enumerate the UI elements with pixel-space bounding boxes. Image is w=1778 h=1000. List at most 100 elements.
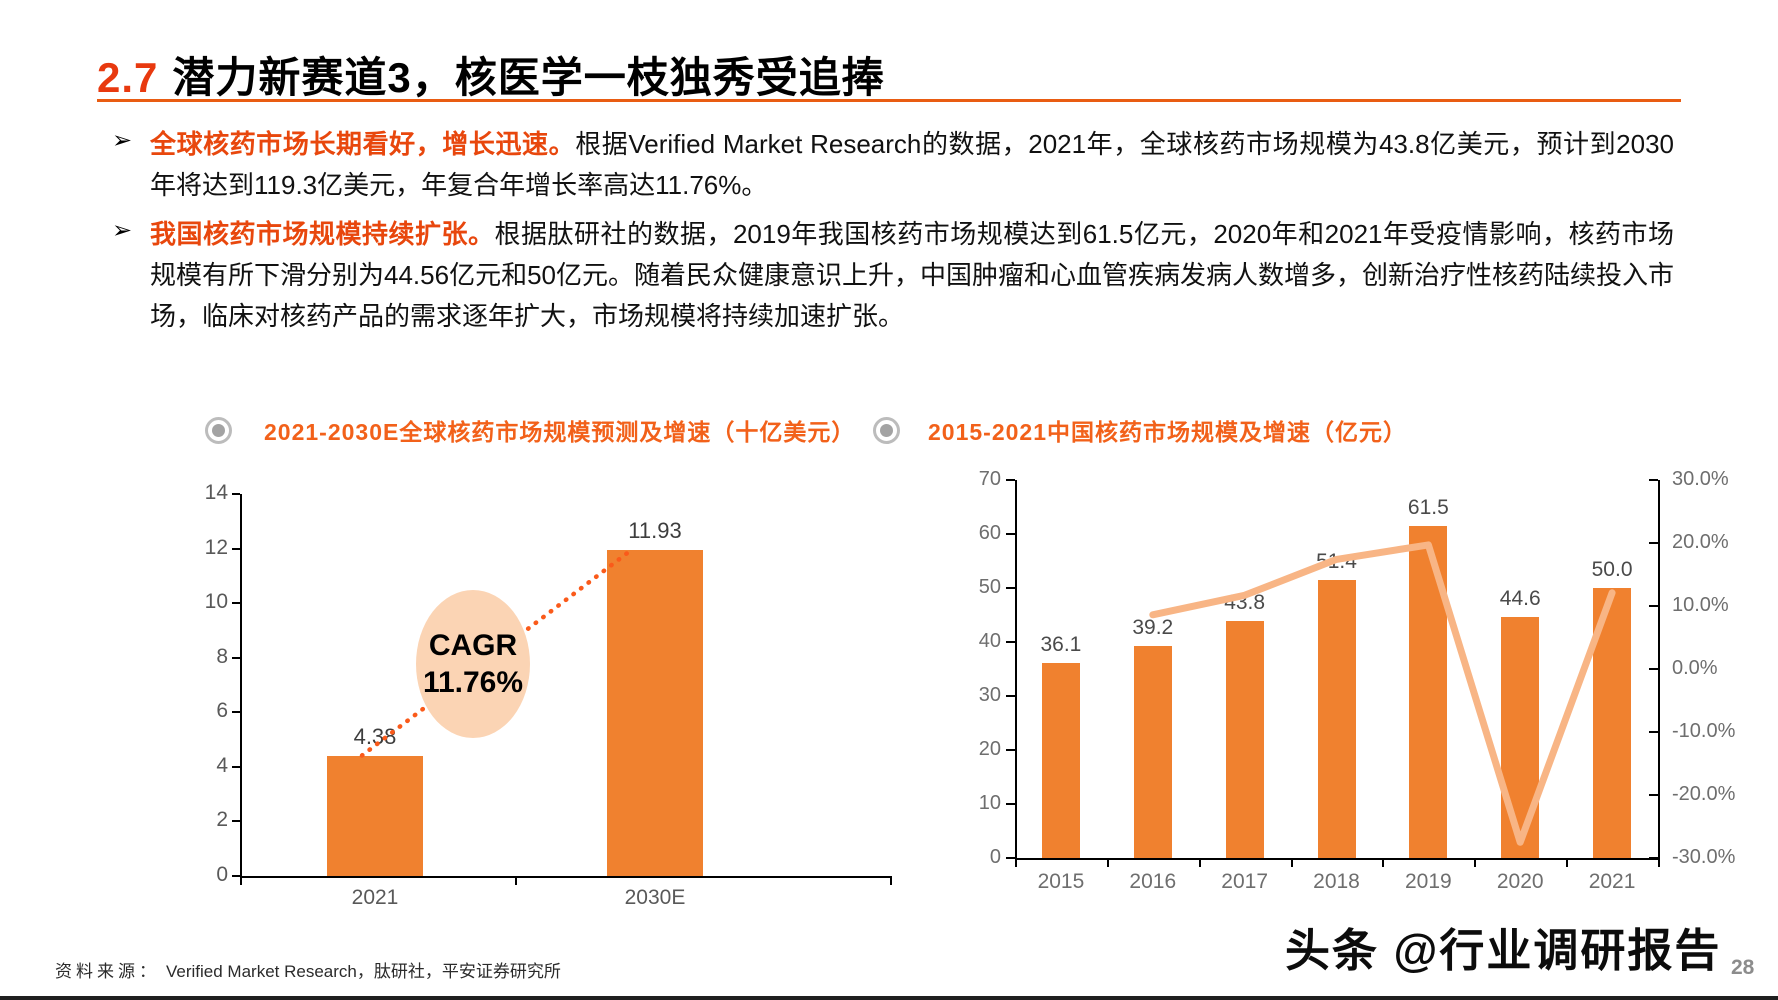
right-axis-tick-mark <box>1649 479 1658 481</box>
left-axis-tick-label: 0 <box>989 846 1001 868</box>
x-axis-category-label: 2019 <box>1404 870 1452 893</box>
circle-bullet-icon <box>873 416 900 444</box>
growth-rate-line <box>1149 541 1616 846</box>
bar-2015 <box>1041 663 1080 858</box>
left-axis-tick-mark <box>1006 857 1015 859</box>
right-chart-title-text: 2015-2021中国核药市场规模及增速（亿元） <box>928 419 1407 445</box>
left-axis-tick-mark <box>1006 641 1015 643</box>
left-axis-tick-mark <box>1006 803 1015 805</box>
x-axis-tick-mark <box>1015 860 1017 867</box>
x-axis-tick-mark <box>890 878 892 885</box>
bullet-body-2: 根据肽研社的数据，2019年我国核药市场规模达到61.5亿元，2020年和202… <box>150 219 1674 331</box>
global-market-bar-chart: CAGR 11.76% 0 2 4 6 8 10 12 14 4.38 2021 11.93 2030… <box>190 478 902 914</box>
bar-value-label: 44.6 <box>1499 587 1541 611</box>
left-axis-tick-label: 30 <box>978 684 1001 706</box>
title-underline <box>97 99 1681 102</box>
y-axis-tick-label: 0 <box>216 863 228 886</box>
bullet-text-1: 全球核药市场长期看好，增长迅速。根据Verified Market Resear… <box>150 124 1674 206</box>
bar-2017 <box>1225 621 1264 858</box>
y-axis-tick-mark <box>232 711 240 714</box>
y-axis-tick-label: 8 <box>216 644 228 668</box>
china-market-bar-line-chart: 0 10 20 30 40 50 60 70 30.0% 20.0% 10.0% 0.0% -10.0%… <box>880 468 1778 914</box>
bar-value-label: 11.93 <box>628 518 682 544</box>
bar-value-label: 61.5 <box>1407 495 1449 519</box>
bullet-lead-1: 全球核药市场长期看好，增长迅速。 <box>150 129 576 159</box>
bullet-list: ➢ 全球核药市场长期看好，增长迅速。根据Verified Market Rese… <box>112 124 1674 345</box>
x-axis-tick-mark <box>1658 860 1660 867</box>
left-axis-tick-mark <box>1006 749 1015 751</box>
source-note: 资料来源： Verified Market Research，肽研社，平安证券研究… <box>55 957 561 982</box>
y-axis-tick-mark <box>232 493 240 495</box>
right-axis-tick-mark <box>1649 605 1658 607</box>
y-axis-tick-mark <box>232 547 240 550</box>
bar-2030E <box>607 550 703 876</box>
x-axis-line <box>240 876 892 878</box>
section-title-text: 潜力新赛道3，核医学一枝独秀受追捧 <box>172 54 885 101</box>
x-axis-tick-mark <box>1474 860 1477 867</box>
x-axis-category-label: 2015 <box>1037 870 1085 893</box>
x-axis-category-label: 2020 <box>1496 870 1544 893</box>
page-number: 28 <box>1731 956 1755 979</box>
x-axis-tick-mark <box>1290 860 1293 867</box>
y-axis-tick-label: 10 <box>204 590 228 614</box>
right-axis-tick-mark <box>1649 668 1658 670</box>
bar-2021 <box>327 756 423 876</box>
left-axis-line <box>1015 480 1017 860</box>
left-axis-tick-label: 50 <box>978 576 1001 598</box>
y-axis-tick-mark <box>232 875 240 877</box>
source-label: 资料来源： <box>55 962 160 981</box>
x-axis-category-label: 2017 <box>1221 870 1268 893</box>
left-axis-tick-mark <box>1006 533 1015 535</box>
bottom-border-line <box>0 996 1778 1000</box>
x-axis-category-label: 2030E <box>624 886 686 909</box>
y-axis-tick-label: 12 <box>204 535 228 559</box>
x-axis-tick-mark <box>240 878 242 885</box>
y-axis-tick-label: 2 <box>216 808 228 832</box>
right-axis-tick-label: -20.0% <box>1672 783 1736 805</box>
left-axis-tick-label: 40 <box>978 630 1001 652</box>
left-axis-tick-label: 60 <box>978 522 1001 544</box>
right-axis-tick-label: -30.0% <box>1672 846 1736 868</box>
y-axis-tick-label: 4 <box>216 753 228 777</box>
x-axis-tick-mark <box>1106 860 1109 867</box>
left-axis-tick-mark <box>1006 695 1015 697</box>
left-chart-title: 2021-2030E全球核药市场规模预测及增速（十亿美元） <box>205 413 855 447</box>
x-axis-line <box>1015 858 1660 860</box>
left-axis-tick-mark <box>1006 479 1015 481</box>
bar-value-label: 36.1 <box>1040 633 1082 657</box>
x-axis-category-label: 2021 <box>351 886 399 909</box>
bar-value-label: 39.2 <box>1132 616 1174 640</box>
y-axis-tick-mark <box>232 765 240 768</box>
right-chart-title: 2015-2021中国核药市场规模及增速（亿元） <box>873 413 1407 447</box>
x-axis-tick-mark <box>1382 860 1385 867</box>
x-axis-category-label: 2016 <box>1129 870 1177 893</box>
right-axis-tick-label: 20.0% <box>1672 531 1729 553</box>
left-axis-tick-label: 20 <box>978 738 1001 760</box>
cagr-dotted-line <box>359 550 631 758</box>
page-title: 2.7 潜力新赛道3，核医学一枝独秀受追捧 <box>97 44 885 105</box>
bar-2018 <box>1317 580 1356 858</box>
bar-2016 <box>1133 646 1172 858</box>
bar-value-label: 4.38 <box>353 724 397 750</box>
right-axis-tick-label: 30.0% <box>1672 468 1729 490</box>
circle-bullet-icon <box>205 416 232 444</box>
bar-value-label: 50.0 <box>1591 558 1633 581</box>
y-axis-tick-label: 6 <box>216 699 228 723</box>
cagr-value: 11.76% <box>422 666 524 699</box>
source-text: Verified Market Research，肽研社，平安证券研究所 <box>166 962 561 981</box>
x-axis-category-label: 2018 <box>1313 870 1360 893</box>
arrow-bullet-icon: ➢ <box>112 217 133 244</box>
watermark-text: 头条 @行业调研报告 <box>1285 925 1722 976</box>
cagr-label: CAGR <box>428 629 518 662</box>
cagr-annotation-bubble: CAGR 11.76% <box>416 590 530 738</box>
x-axis-category-label: 2021 <box>1588 870 1636 893</box>
y-axis-tick-mark <box>232 656 240 659</box>
right-axis-tick-label: 10.0% <box>1672 594 1729 616</box>
bullet-item-1: ➢ 全球核药市场长期看好，增长迅速。根据Verified Market Rese… <box>112 124 1674 206</box>
right-axis-tick-mark <box>1649 794 1658 796</box>
left-axis-tick-mark <box>1006 587 1015 589</box>
bullet-text-2: 我国核药市场规模持续扩张。根据肽研社的数据，2019年我国核药市场规模达到61.… <box>150 214 1674 337</box>
y-axis-tick-label: 14 <box>204 481 228 504</box>
bullet-body-1: 根据Verified Market Research的数据，2021年，全球核药… <box>150 129 1674 200</box>
right-axis-tick-label: -10.0% <box>1672 720 1736 742</box>
